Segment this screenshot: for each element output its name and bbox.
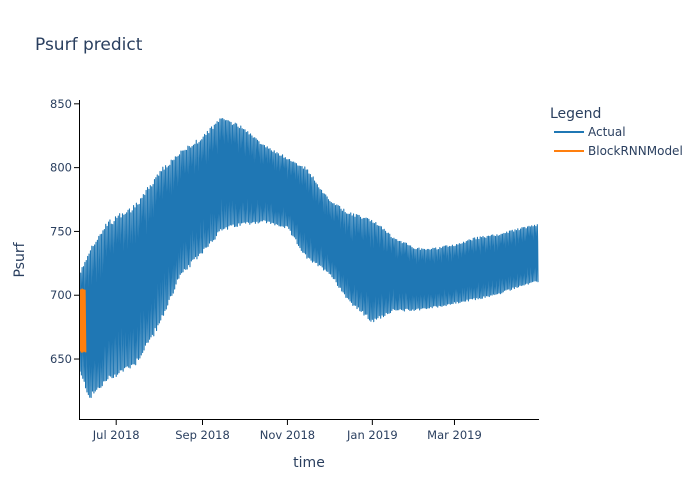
x-tick-label: Sep 2018 xyxy=(175,428,230,442)
y-tick-label: 700 xyxy=(50,288,72,302)
chart-title: Psurf predict xyxy=(35,35,143,55)
legend-item-actual[interactable]: Actual xyxy=(554,125,626,139)
y-axis-label: Psurf xyxy=(12,241,28,277)
legend-title: Legend xyxy=(550,106,601,122)
y-tick-label: 800 xyxy=(50,161,72,175)
legend-label-blockrnnmodel: BlockRNNModel xyxy=(588,144,683,158)
x-tick-label: Nov 2018 xyxy=(260,428,315,442)
legend-item-blockrnnmodel[interactable]: BlockRNNModel xyxy=(554,144,683,158)
x-tick-label: Mar 2019 xyxy=(427,428,482,442)
series-line-blockrnnmodel xyxy=(79,288,87,353)
x-tick-label: Jul 2018 xyxy=(92,428,140,442)
legend-label-actual: Actual xyxy=(588,125,626,139)
y-tick-label: 750 xyxy=(50,224,72,238)
x-axis-label: time xyxy=(293,455,325,471)
y-tick-label: 850 xyxy=(50,97,72,111)
y-tick-label: 650 xyxy=(50,352,72,366)
legend: Legend Actual BlockRNNModel xyxy=(550,106,683,158)
x-tick-label: Jan 2019 xyxy=(346,428,398,442)
series-line-actual xyxy=(79,118,539,399)
x-axis-ticks: Jul 2018 Sep 2018 Nov 2018 Jan 2019 Mar 2019 xyxy=(92,420,482,442)
y-axis-ticks: 650 700 750 800 850 xyxy=(50,97,79,366)
plot-area xyxy=(79,118,539,399)
